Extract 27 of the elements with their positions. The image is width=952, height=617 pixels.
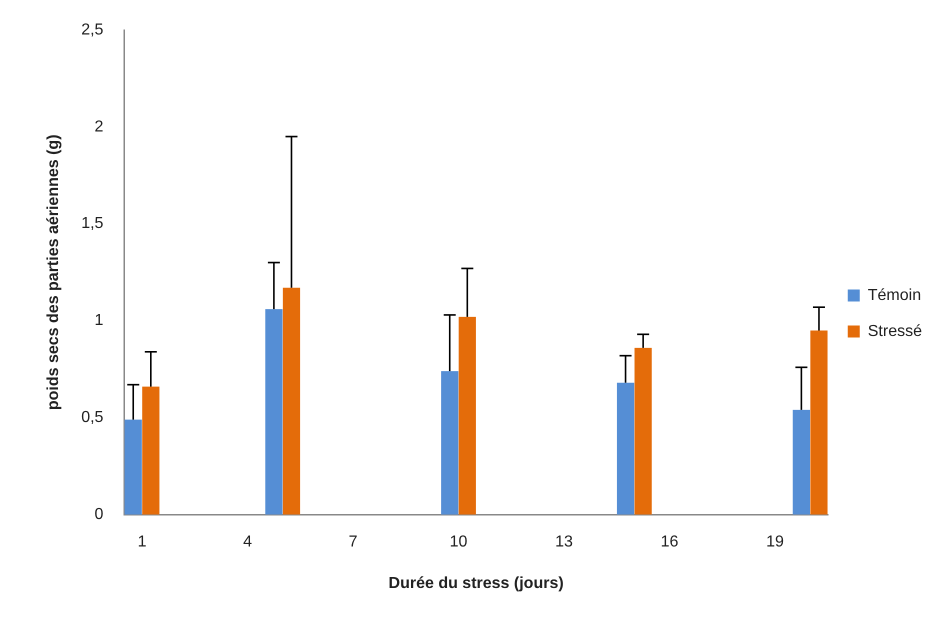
y-axis-title: poids secs des parties aériennes (g): [45, 134, 62, 410]
x-tick-label: 16: [660, 534, 679, 551]
y-tick-label: 2,5: [81, 21, 104, 38]
bar: [124, 420, 142, 515]
bar: [282, 288, 300, 515]
bar: [616, 382, 634, 515]
legend-label: Stressé: [868, 322, 922, 340]
y-tick-label: 0,5: [81, 409, 104, 426]
x-tick-label: 4: [243, 534, 252, 551]
bar: [441, 371, 458, 515]
x-axis-title: Durée du stress (jours): [388, 574, 564, 592]
y-tick-label: 2: [94, 118, 104, 136]
x-tick-label: 1: [138, 534, 147, 551]
bar: [265, 309, 283, 515]
bar: [634, 348, 652, 515]
x-tick-label: 13: [555, 534, 574, 551]
x-tick-label: 10: [450, 534, 468, 551]
legend-label: Témoin: [868, 286, 922, 304]
y-tick-label: 1: [94, 312, 104, 330]
bar: [810, 330, 828, 515]
x-tick-label: 7: [348, 534, 358, 551]
x-tick-label: 19: [766, 534, 784, 551]
bar: [458, 316, 476, 515]
y-tick-label: 0: [94, 506, 104, 524]
bar: [792, 410, 810, 515]
y-tick-label: 1,5: [81, 215, 104, 232]
bar: [142, 386, 160, 515]
